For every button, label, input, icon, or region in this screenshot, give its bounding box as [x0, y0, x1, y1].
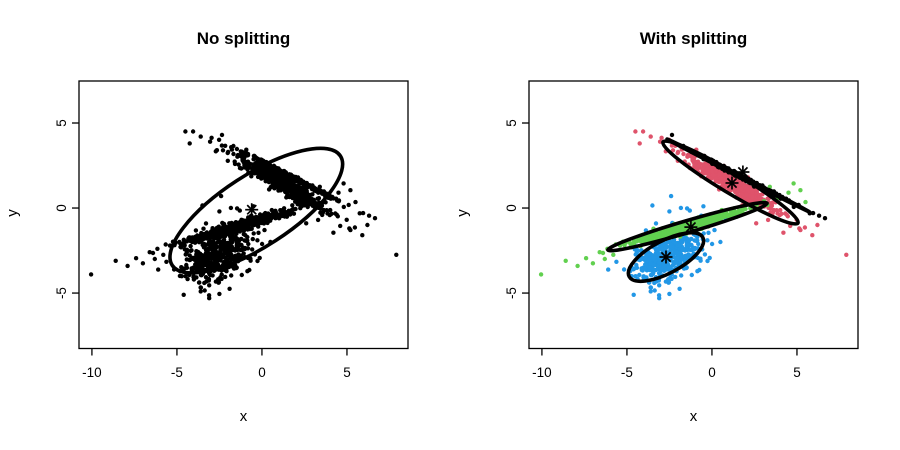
cluster-center-markers	[659, 165, 750, 264]
x-tick-label: 0	[258, 365, 266, 380]
y-axis-ticks: 5 0 -5	[54, 119, 79, 299]
covariance-ellipses	[168, 146, 345, 275]
panel-title-no-splitting: No splitting	[196, 29, 291, 48]
y-axis-ticks: 5 0 -5	[504, 119, 529, 299]
panel-with-splitting: -10 -5 0 5 5 0 -5	[504, 80, 859, 380]
asterisk-marker-blue	[659, 250, 673, 264]
x-tick-label: 0	[708, 365, 716, 380]
x-tick-label: -5	[621, 365, 633, 380]
cluster-ellipse-all	[168, 146, 345, 275]
y-tick-label: -5	[504, 287, 519, 299]
x-axis-label-left: x	[239, 408, 248, 425]
x-axis-ticks: -10 -5 0 5	[532, 348, 801, 380]
plot-box	[528, 80, 859, 350]
x-tick-label: -5	[171, 365, 183, 380]
x-axis-ticks: -10 -5 0 5	[82, 348, 351, 380]
asterisk-marker-green	[684, 220, 698, 234]
panel-no-splitting: -10 -5 0 5 5 0 -5	[54, 80, 409, 380]
x-tick-label: -10	[82, 365, 102, 380]
cluster-ellipse-green	[606, 200, 769, 253]
panel-title-with-splitting: With splitting	[639, 29, 748, 48]
x-axis-label-right: x	[689, 408, 698, 425]
y-tick-label: -5	[54, 287, 69, 299]
cluster-points-black	[219, 132, 378, 221]
cluster-center-markers	[245, 203, 259, 217]
plot-box	[78, 80, 409, 350]
asterisk-marker-red	[725, 176, 739, 190]
y-tick-label: 5	[504, 119, 519, 127]
y-axis-label-left: y	[4, 209, 21, 217]
scatter-points	[88, 129, 399, 301]
x-tick-label: 5	[343, 365, 351, 380]
asterisk-marker-black	[736, 165, 750, 179]
y-tick-label: 0	[54, 204, 69, 212]
y-tick-label: 5	[54, 119, 69, 127]
x-tick-label: 5	[793, 365, 801, 380]
asterisk-marker-all	[245, 203, 259, 217]
y-tick-label: 0	[504, 204, 519, 212]
cluster-points-green	[88, 181, 358, 277]
y-axis-label-right: y	[454, 209, 471, 217]
x-tick-label: -10	[532, 365, 552, 380]
cluster-points-green	[538, 181, 808, 277]
